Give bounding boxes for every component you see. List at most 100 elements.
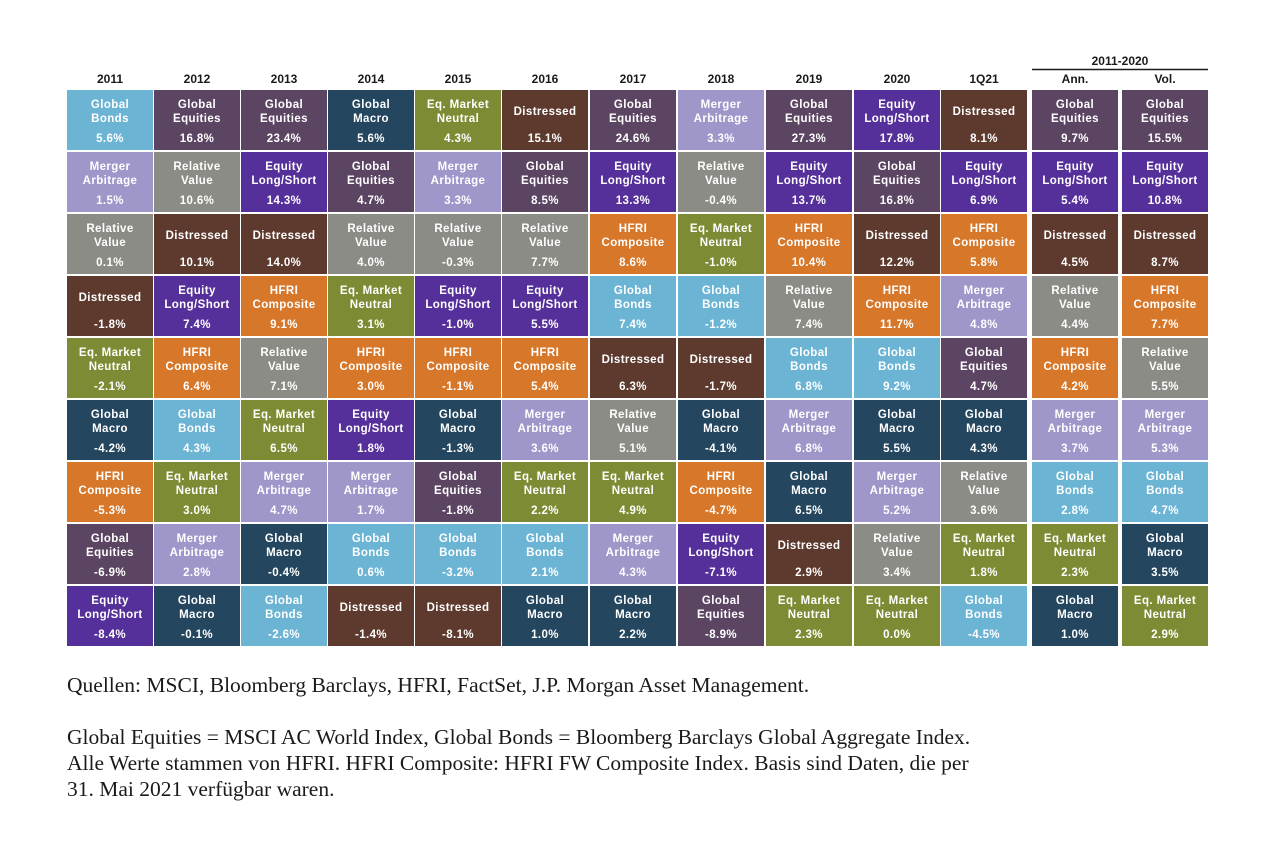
cell-label: Distressed (953, 106, 1016, 118)
column-header-2017: 2017 (620, 72, 647, 86)
cell-eq-market-neutral: Eq. Market Neutral 2.2% (502, 462, 588, 522)
cell-global-equities: Global Equities 15.5% (1122, 90, 1208, 150)
cell-label-line1: Global (1146, 99, 1184, 111)
cell-box (678, 276, 764, 336)
cell-value: 1.5% (96, 195, 124, 207)
cell-label-line2: Arbitrage (83, 175, 138, 187)
cell-value: 2.2% (531, 505, 559, 517)
cell-value: 11.7% (880, 319, 914, 331)
cell-label-line2: Equities (960, 361, 1008, 373)
cell-box (766, 586, 852, 646)
cell-label-line2: Long/Short (512, 299, 577, 311)
cell-merger-arbitrage: Merger Arbitrage 4.7% (241, 462, 327, 522)
cell-label-line1: Global (91, 533, 129, 545)
cell-label-line2: Composite (601, 237, 664, 249)
cell-box (1122, 152, 1208, 212)
cell-value: 7.1% (270, 381, 298, 393)
cell-box (1032, 586, 1118, 646)
cell-label-line1: Merger (877, 471, 918, 483)
cell-eq-market-neutral: Eq. Market Neutral 4.3% (415, 90, 501, 150)
cell-box (241, 152, 327, 212)
cell-label-line1: Global (1056, 99, 1094, 111)
cell-hfri-composite: HFRI Composite 5.4% (502, 338, 588, 398)
cell-value: 3.1% (357, 319, 385, 331)
cell-label-line2: Macro (1147, 547, 1183, 559)
cell-box (854, 524, 940, 584)
cell-label-line2: Long/Short (251, 175, 316, 187)
cell-label-line1: Eq. Market (1044, 533, 1106, 545)
cell-box (941, 524, 1027, 584)
cell-box (1032, 214, 1118, 274)
cell-value: -2.1% (94, 381, 126, 393)
cell-merger-arbitrage: Merger Arbitrage 1.5% (67, 152, 153, 212)
cell-label-line2: Arbitrage (431, 175, 486, 187)
cell-relative-value: Relative Value 4.4% (1032, 276, 1118, 336)
cell-value: 4.7% (270, 505, 298, 517)
cell-label-line2: Bonds (265, 609, 303, 621)
cell-global-macro: Global Macro 5.5% (854, 400, 940, 460)
cell-label-line1: HFRI (96, 471, 124, 483)
cell-label-line2: Bonds (878, 361, 916, 373)
cell-box (1032, 400, 1118, 460)
cell-global-equities: Global Equities 16.8% (154, 90, 240, 150)
cell-label-line1: Global (965, 347, 1003, 359)
cell-box (1032, 524, 1118, 584)
cell-label-line1: Merger (1055, 409, 1096, 421)
cell-box (154, 524, 240, 584)
cell-label-line2: Macro (1057, 609, 1093, 621)
cell-box (241, 214, 327, 274)
cell-label-line2: Composite (1043, 361, 1106, 373)
cell-label-line2: Neutral (788, 609, 830, 621)
cell-label-line2: Neutral (700, 237, 742, 249)
cell-label-line1: Relative (260, 347, 307, 359)
cell-label-line1: Merger (525, 409, 566, 421)
cell-eq-market-neutral: Eq. Market Neutral 4.9% (590, 462, 676, 522)
cell-label-line1: Global (878, 161, 916, 173)
cell-label-line2: Long/Short (164, 299, 229, 311)
cell-merger-arbitrage: Merger Arbitrage 5.3% (1122, 400, 1208, 460)
cell-value: 4.8% (970, 319, 998, 331)
cell-hfri-composite: HFRI Composite 7.7% (1122, 276, 1208, 336)
footnote-line-1: Global Equities = MSCI AC World Index, G… (67, 725, 971, 749)
cell-label-line2: Arbitrage (694, 113, 749, 125)
cell-box (502, 400, 588, 460)
cell-value: 4.3% (183, 443, 211, 455)
cell-value: -0.4% (705, 195, 737, 207)
cell-value: -7.1% (705, 567, 737, 579)
cell-label-line2: Bonds (1146, 485, 1184, 497)
cell-label-line1: Relative (697, 161, 744, 173)
cell-global-macro: Global Macro 4.3% (941, 400, 1027, 460)
cell-label-line2: Composite (426, 361, 489, 373)
cell-box (154, 462, 240, 522)
cell-value: 6.4% (183, 381, 211, 393)
cell-label-line1: Global (265, 99, 303, 111)
cell-distressed: Distressed 2.9% (766, 524, 852, 584)
cell-label-line1: Equity (878, 99, 916, 111)
column-header-vol: Vol. (1154, 72, 1175, 86)
cell-distressed: Distressed -1.7% (678, 338, 764, 398)
column-header-2011: 2011 (97, 72, 123, 86)
cell-eq-market-neutral: Eq. Market Neutral 2.3% (1032, 524, 1118, 584)
cell-value: 5.5% (1151, 381, 1179, 393)
cell-merger-arbitrage: Merger Arbitrage 3.3% (415, 152, 501, 212)
cell-box (502, 90, 588, 150)
cell-label-line1: Global (614, 595, 652, 607)
cell-label: Distressed (778, 540, 841, 552)
cell-label-line1: Relative (1141, 347, 1188, 359)
cell-box (328, 214, 414, 274)
cell-value: 5.5% (883, 443, 911, 455)
cell-value: 3.6% (970, 505, 998, 517)
cell-value: 3.6% (531, 443, 559, 455)
cell-relative-value: Relative Value 7.4% (766, 276, 852, 336)
cell-label-line1: Eq. Market (514, 471, 576, 483)
cell-box (766, 524, 852, 584)
cell-box (590, 462, 676, 522)
cell-label-line1: Equity (1146, 161, 1184, 173)
cell-global-bonds: Global Bonds 4.3% (154, 400, 240, 460)
cell-hfri-composite: HFRI Composite -1.1% (415, 338, 501, 398)
cell-value: 8.7% (1151, 257, 1179, 269)
cell-label: Distressed (866, 230, 929, 242)
cell-global-bonds: Global Bonds 6.8% (766, 338, 852, 398)
cell-value: 0.0% (883, 629, 911, 641)
column-header-2012: 2012 (184, 72, 211, 86)
